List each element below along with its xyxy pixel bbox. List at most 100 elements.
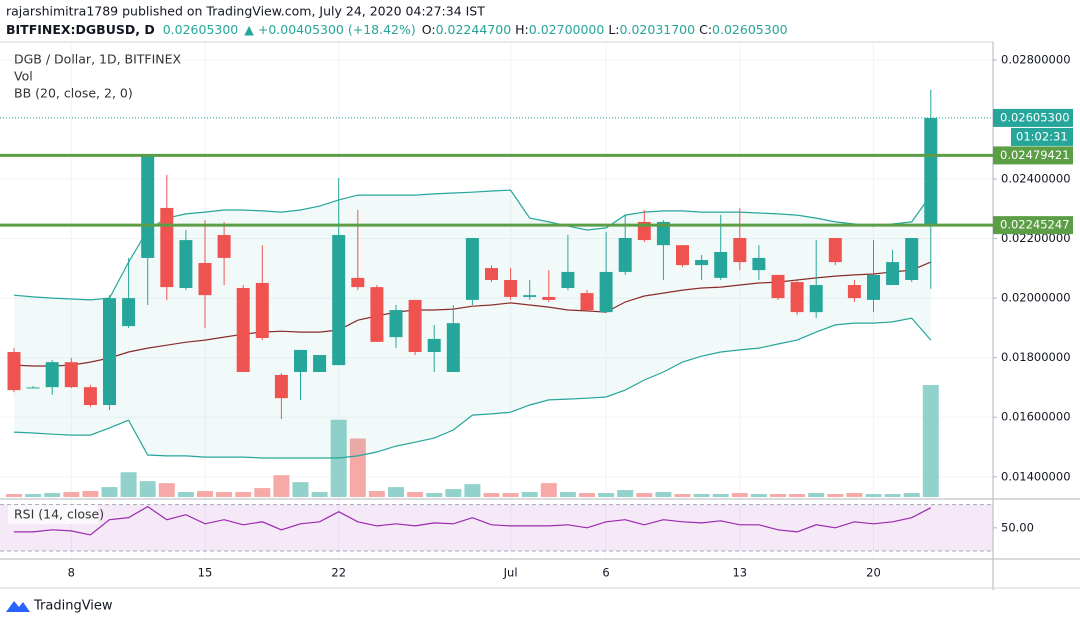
candle-body xyxy=(427,338,441,353)
y-tick-label: 0.01800000 xyxy=(1001,350,1071,364)
volume-bar xyxy=(6,494,22,497)
y-tick-label: 0.01400000 xyxy=(1001,469,1071,483)
y-tick-label: 0.02400000 xyxy=(1001,172,1071,186)
candle-body xyxy=(7,352,21,391)
candle-body xyxy=(867,274,880,300)
ohlc-value: 0.02244700 xyxy=(436,22,512,37)
x-tick-label: 22 xyxy=(331,566,346,580)
ohlc-key: L: xyxy=(608,22,619,37)
quote-line: BITFINEX:DGBUSD, D 0.02605300 ▲ +0.0040530… xyxy=(6,22,788,37)
candle-body xyxy=(198,263,212,296)
candle-body xyxy=(656,221,670,246)
volume-bar xyxy=(808,493,825,497)
y-tick-label: 0.02800000 xyxy=(1001,52,1071,66)
candle-body xyxy=(905,237,919,280)
volume-bar xyxy=(712,494,729,497)
ohlc-key: H: xyxy=(515,22,529,37)
volume-bar xyxy=(158,483,175,497)
candle-body xyxy=(580,293,594,311)
candle-body xyxy=(179,240,193,289)
candle-body xyxy=(313,354,327,372)
volume-bar xyxy=(750,494,767,497)
last-price-bg xyxy=(993,108,1073,127)
candle-body xyxy=(523,295,537,297)
volume-bar xyxy=(502,493,519,497)
level-label-bg xyxy=(993,216,1073,235)
volume-bar xyxy=(674,494,691,497)
level-label: 0.02479421 xyxy=(1000,148,1070,162)
volume-bar xyxy=(101,487,118,497)
candle-body xyxy=(408,299,422,353)
candle-body xyxy=(714,251,728,278)
volume-bar xyxy=(559,492,576,497)
volume-bar xyxy=(579,493,595,497)
volume-bar xyxy=(598,493,615,497)
candle-body xyxy=(122,298,136,327)
last-price-label: 0.02605300 xyxy=(1000,110,1070,124)
candle-body xyxy=(446,323,460,372)
volume-bar xyxy=(177,492,194,497)
volume-bar xyxy=(789,494,806,497)
candle-body xyxy=(828,237,842,263)
x-tick-label: 6 xyxy=(602,566,609,580)
candle-body xyxy=(599,271,613,313)
rsi-tick-label: 50.00 xyxy=(1001,520,1034,534)
candle-body xyxy=(676,245,689,266)
candle-body xyxy=(465,237,479,300)
rsi-band xyxy=(0,504,993,552)
volume-bar xyxy=(922,385,939,497)
candle-body xyxy=(141,155,155,258)
candle-body xyxy=(618,237,632,272)
candle-body xyxy=(103,298,116,406)
volume-bar xyxy=(216,492,233,497)
candle-body xyxy=(294,349,307,372)
candle-body xyxy=(561,271,575,289)
volume-bar xyxy=(770,494,786,497)
level-label: 0.02245247 xyxy=(1000,218,1070,232)
volume-bar xyxy=(865,494,882,497)
y-tick-label: 0.02000000 xyxy=(1001,291,1071,305)
candle-body xyxy=(255,282,269,339)
volume-bar xyxy=(636,493,653,497)
candle-body xyxy=(485,268,498,280)
x-tick-label: 15 xyxy=(198,566,213,580)
ohlc-key: O: xyxy=(422,22,436,37)
symbol: BITFINEX:DGBUSD, D xyxy=(6,22,155,37)
volume-bar xyxy=(445,489,462,497)
volume-bar xyxy=(292,482,309,497)
bb-legend: BB (20, close, 2, 0) xyxy=(14,86,133,101)
rsi-line xyxy=(14,505,932,536)
x-tick-label: 8 xyxy=(68,566,75,580)
volume-bar xyxy=(884,494,901,497)
candle-body xyxy=(64,362,78,388)
volume-bar xyxy=(521,492,538,497)
candle-body xyxy=(886,262,900,286)
chart-title: DGB / Dollar, 1D, BITFINEX xyxy=(14,52,182,67)
candle-body xyxy=(733,237,747,263)
countdown-bg xyxy=(1011,127,1073,146)
ohlc-value: 0.02700000 xyxy=(529,22,605,37)
candle-body xyxy=(847,285,861,299)
candle-body xyxy=(83,387,97,406)
volume-bar xyxy=(120,472,137,497)
plot xyxy=(6,89,939,536)
candle-body xyxy=(217,235,231,258)
last-price: 0.02605300 xyxy=(163,22,239,37)
volume-bar xyxy=(311,492,328,497)
brand: TradingView xyxy=(33,599,113,614)
candle-body xyxy=(504,279,518,297)
volume-bar xyxy=(254,488,271,497)
candle-body xyxy=(695,260,709,266)
volume-bar xyxy=(464,484,481,497)
volume-bar xyxy=(273,475,290,497)
volume-bar xyxy=(540,483,557,497)
x-tick-label: Jul xyxy=(503,566,518,580)
volume-bar xyxy=(903,493,920,497)
candle-body xyxy=(26,387,40,389)
y-tick-label: 0.01600000 xyxy=(1001,410,1071,424)
change: ▲ +0.00405300 (+18.42%) xyxy=(244,22,415,37)
volume-bar xyxy=(139,481,156,497)
volume-bar xyxy=(235,492,252,497)
